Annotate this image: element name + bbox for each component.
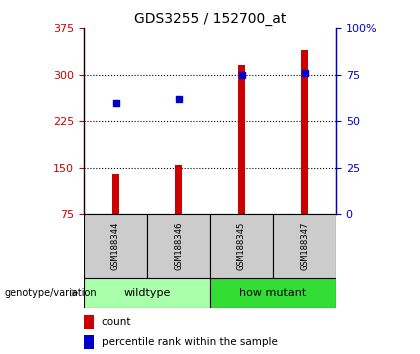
Bar xyxy=(84,315,94,329)
Point xyxy=(301,70,308,76)
Bar xyxy=(273,214,336,278)
Bar xyxy=(210,278,336,308)
Text: GSM188347: GSM188347 xyxy=(300,222,309,270)
Text: percentile rank within the sample: percentile rank within the sample xyxy=(102,337,278,347)
Bar xyxy=(210,214,273,278)
Bar xyxy=(84,214,147,278)
Bar xyxy=(147,214,210,278)
Bar xyxy=(175,165,182,214)
Bar xyxy=(112,174,119,214)
Text: genotype/variation: genotype/variation xyxy=(4,288,97,298)
Bar xyxy=(84,335,94,348)
Title: GDS3255 / 152700_at: GDS3255 / 152700_at xyxy=(134,12,286,26)
Text: GSM188345: GSM188345 xyxy=(237,222,246,270)
Bar xyxy=(301,50,308,214)
Point xyxy=(238,72,245,78)
Point xyxy=(175,96,182,102)
Text: GSM188346: GSM188346 xyxy=(174,222,183,270)
Text: count: count xyxy=(102,318,131,327)
Bar xyxy=(84,278,210,308)
Text: wildtype: wildtype xyxy=(123,288,171,298)
Point xyxy=(112,100,119,105)
Text: GSM188344: GSM188344 xyxy=(111,222,120,270)
Bar xyxy=(238,65,245,214)
Text: how mutant: how mutant xyxy=(239,288,307,298)
